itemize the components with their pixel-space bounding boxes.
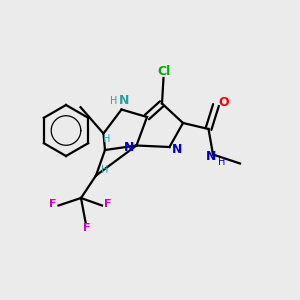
- Text: H: H: [218, 157, 226, 167]
- Text: H: H: [101, 165, 108, 175]
- Text: N: N: [172, 143, 182, 156]
- Text: O: O: [218, 96, 229, 109]
- Text: F: F: [82, 223, 90, 233]
- Text: F: F: [50, 199, 57, 209]
- Text: H: H: [103, 134, 110, 145]
- Text: N: N: [206, 150, 217, 164]
- Text: N: N: [119, 94, 130, 107]
- Text: Cl: Cl: [158, 65, 171, 78]
- Text: H: H: [110, 95, 118, 106]
- Text: F: F: [104, 199, 112, 209]
- Text: N: N: [124, 141, 134, 154]
